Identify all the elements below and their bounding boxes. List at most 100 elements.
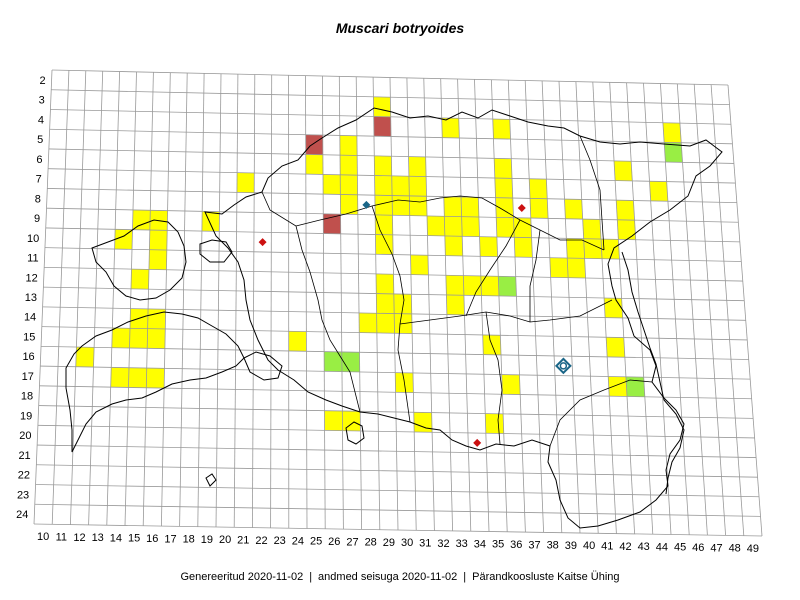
column-label: 41 bbox=[601, 541, 613, 553]
map-grid bbox=[33, 69, 763, 537]
grid-line-vertical bbox=[524, 80, 544, 533]
grid-line-vertical bbox=[575, 81, 599, 534]
grid-line-horizontal bbox=[40, 365, 751, 380]
grid-line-vertical bbox=[51, 70, 70, 525]
yellow-cell bbox=[149, 249, 167, 270]
yellow-cell bbox=[373, 96, 391, 117]
vormsi-outline bbox=[199, 239, 233, 263]
column-label: 29 bbox=[383, 537, 395, 549]
occurrence-cells bbox=[75, 96, 683, 434]
grid-line-horizontal bbox=[41, 326, 748, 341]
yellow-cell bbox=[340, 194, 358, 215]
grid-line-horizontal bbox=[47, 188, 737, 204]
yellow-cell bbox=[201, 211, 220, 232]
column-label: 18 bbox=[183, 534, 195, 546]
grid-line-vertical bbox=[457, 78, 472, 532]
yellow-cell bbox=[463, 275, 482, 296]
grid-line-vertical bbox=[251, 74, 256, 528]
yellow-cell bbox=[132, 209, 151, 230]
yellow-cell bbox=[374, 175, 393, 196]
yellow-cell bbox=[340, 174, 358, 195]
column-label: 31 bbox=[419, 538, 431, 550]
grid-line-vertical bbox=[161, 72, 171, 527]
yellow-cell bbox=[443, 196, 462, 217]
ring-diamond-marker bbox=[554, 357, 572, 375]
grid-line-vertical bbox=[626, 82, 654, 535]
row-label: 18 bbox=[21, 391, 33, 403]
yellow-cell bbox=[110, 367, 129, 388]
red-cell bbox=[305, 134, 323, 155]
yellow-cell bbox=[566, 238, 585, 259]
row-label: 5 bbox=[37, 134, 43, 146]
grid-line-vertical bbox=[124, 71, 137, 526]
row-label: 16 bbox=[22, 351, 34, 363]
column-label: 30 bbox=[401, 537, 413, 549]
column-label: 45 bbox=[674, 542, 686, 554]
yellow-cell bbox=[129, 328, 148, 349]
grid-line-vertical bbox=[558, 81, 581, 534]
row-label: 6 bbox=[36, 154, 42, 166]
county-borders bbox=[261, 135, 653, 447]
grid-line-vertical bbox=[355, 76, 362, 530]
footer: Genereeritud 2020-11-02 | andmed seisuga 2… bbox=[0, 571, 800, 583]
grid-line-horizontal bbox=[37, 424, 755, 439]
grid-line-vertical bbox=[643, 83, 672, 535]
yellow-cell bbox=[147, 328, 166, 349]
column-label: 49 bbox=[747, 543, 759, 555]
yellow-cell bbox=[514, 237, 533, 258]
column-label: 42 bbox=[619, 541, 631, 553]
grid-line-vertical bbox=[592, 81, 617, 534]
row-label: 13 bbox=[25, 292, 37, 304]
column-label: 24 bbox=[292, 535, 304, 547]
row-label: 12 bbox=[26, 272, 38, 284]
yellow-cell bbox=[288, 331, 307, 352]
yellow-cell bbox=[427, 215, 445, 236]
grid-line-horizontal bbox=[35, 484, 760, 498]
yellow-cell bbox=[492, 119, 511, 140]
footer-separator: | bbox=[309, 571, 313, 583]
column-label: 48 bbox=[729, 543, 741, 555]
yellow-cell bbox=[374, 195, 393, 216]
yellow-cell bbox=[582, 219, 601, 240]
yellow-cell bbox=[114, 229, 133, 250]
column-label: 10 bbox=[37, 531, 49, 543]
grid-line-vertical bbox=[440, 78, 453, 531]
row-label: 2 bbox=[39, 75, 45, 87]
row-label: 14 bbox=[24, 312, 36, 324]
column-label: 19 bbox=[201, 534, 213, 546]
yellow-cell bbox=[513, 217, 532, 238]
row-label: 10 bbox=[27, 233, 39, 245]
column-label: 32 bbox=[437, 538, 449, 550]
column-label: 39 bbox=[565, 540, 577, 552]
grid-line-vertical bbox=[372, 77, 381, 530]
row-label: 11 bbox=[27, 253, 38, 265]
yellow-cell bbox=[444, 216, 463, 237]
grid-line-vertical bbox=[541, 80, 563, 533]
grid-line-horizontal bbox=[50, 109, 731, 125]
yellow-cell bbox=[496, 217, 515, 238]
footer-generated: Genereeritud 2020-11-02 bbox=[180, 571, 304, 583]
yellow-cell bbox=[111, 327, 130, 348]
column-label: 20 bbox=[219, 534, 231, 546]
yellow-cell bbox=[376, 293, 395, 314]
column-label: 15 bbox=[128, 533, 140, 545]
yellow-cell bbox=[391, 175, 410, 196]
grid-line-horizontal bbox=[42, 306, 746, 321]
grid-line-vertical bbox=[423, 78, 435, 531]
row-label: 19 bbox=[20, 410, 32, 422]
grid-line-vertical bbox=[693, 84, 726, 536]
kihnu-outline bbox=[345, 421, 365, 445]
column-label: 36 bbox=[510, 539, 522, 551]
yellow-cell bbox=[408, 176, 427, 197]
column-label: 43 bbox=[638, 541, 650, 553]
coastline-outline bbox=[65, 107, 723, 529]
green-cell bbox=[625, 376, 645, 397]
yellow-cell bbox=[409, 195, 427, 216]
yellow-cell bbox=[662, 122, 682, 143]
red-diamond-marker bbox=[473, 438, 482, 447]
grid-line-horizontal bbox=[44, 266, 743, 282]
footer-separator: | bbox=[463, 571, 467, 583]
column-label: 17 bbox=[164, 533, 176, 545]
